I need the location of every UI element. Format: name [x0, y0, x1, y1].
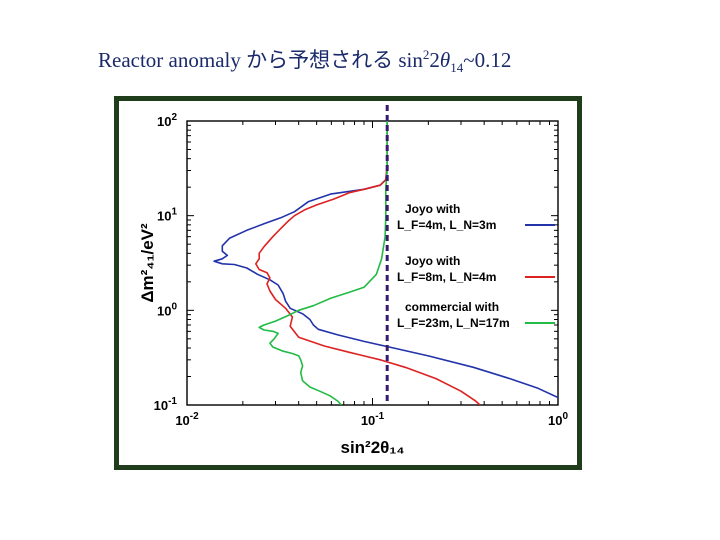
y-axis-label: Δm²₄₁/eV² [138, 223, 157, 303]
legend-label-line1: commercial with [405, 300, 499, 314]
plot-frame: 10-2 10-1 100 10-1 100 101 102 sin²2θ₁₄ Δm²₄₁/eV… [114, 96, 582, 470]
y-tick-label: 101 [157, 207, 177, 224]
exclusion-plot: 10-2 10-1 10010-1100101102sin²2θ₁₄Δm²₄₁/eV… [138, 105, 568, 457]
legend-label-line1: Joyo with [405, 202, 460, 216]
slide-title: Reactor anomaly から予想される sin22θ14~0.12 [98, 44, 658, 76]
y-tick-label: 100 [157, 301, 177, 318]
x-tick-label: 10-1 [361, 411, 385, 428]
x-tick-label: 100 [548, 411, 568, 428]
legend-label-line2: L_F=23m, L_N=17m [397, 316, 510, 330]
y-tick-label: 10-1 [154, 396, 178, 413]
title-prefix: Reactor anomaly から予想される sin [98, 48, 423, 72]
x-tick-label: 10-2 [175, 411, 199, 428]
title-theta: θ [439, 48, 451, 72]
series-line-2 [255, 121, 481, 405]
y-tick-label: 102 [157, 112, 177, 129]
title-mid: 2 [429, 48, 440, 72]
title-sub: 14 [450, 60, 464, 76]
series-line-1 [213, 121, 558, 399]
title-sup: 2 [422, 47, 430, 62]
legend-label-line1: Joyo with [405, 254, 460, 268]
legend-label-line2: L_F=8m, L_N=4m [397, 270, 496, 284]
plot-axes-box [186, 120, 559, 406]
curves [213, 121, 558, 405]
x-axis-label: sin²2θ₁₄ [341, 438, 405, 457]
series-line-3 [258, 121, 388, 405]
axis-ticks [186, 121, 558, 406]
legend-label-line2: L_F=4m, L_N=3m [397, 218, 496, 232]
title-suffix: ~0.12 [463, 48, 512, 72]
